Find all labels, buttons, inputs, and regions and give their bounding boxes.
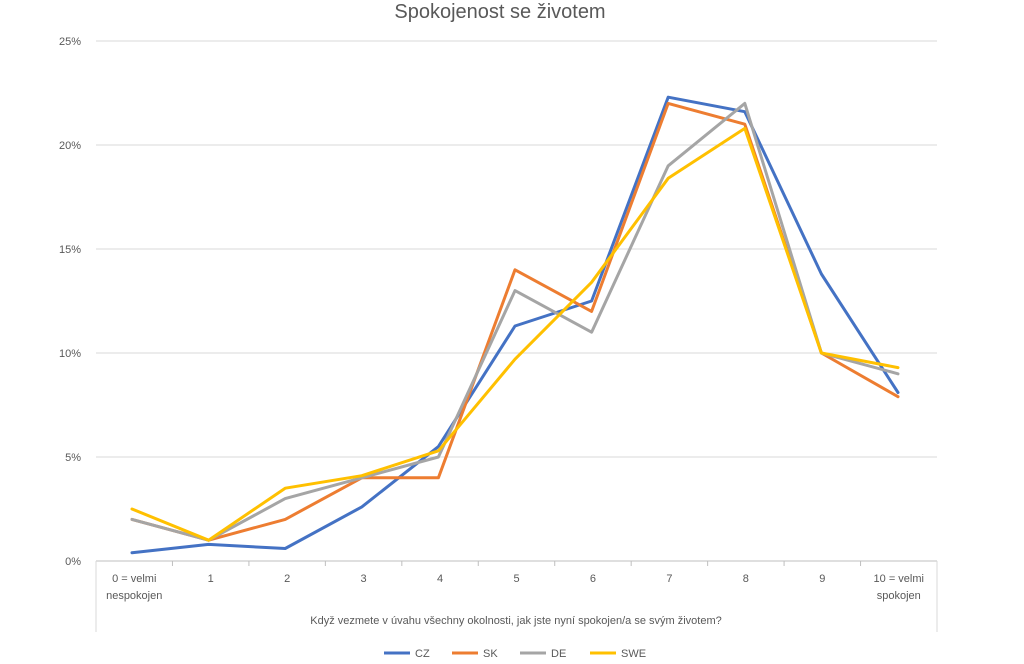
x-tick-label: 3 (361, 573, 367, 585)
y-axis-ticks: 0% 5% 10% 15% 20% 25% (59, 36, 81, 568)
legend: CZ SK DE SWE (384, 648, 646, 660)
x-tick-label: 9 (819, 573, 825, 585)
legend-label-swe: SWE (621, 648, 646, 660)
x-tick-label: 8 (743, 573, 749, 585)
y-tick-label: 25% (59, 36, 81, 48)
y-tick-label: 20% (59, 140, 81, 152)
x-tick-label: 0 = velmi nespokojen (106, 573, 162, 602)
y-tick-label: 10% (59, 348, 81, 360)
y-tick-label: 5% (65, 452, 81, 464)
x-tick-label: 6 (590, 573, 596, 585)
x-axis-ticks: 0 = velmi nespokojen 1 2 3 4 5 6 7 8 9 10 = velmi sp… (95, 561, 938, 632)
y-tick-label: 15% (59, 244, 81, 256)
series-line-swe (130, 126, 900, 542)
x-tick-label: 10 = velmi spokojen (874, 573, 924, 602)
series-line-de (130, 101, 900, 542)
legend-label-sk: SK (483, 648, 498, 660)
gridlines (96, 40, 937, 562)
chart-title: Spokojenost se životem (394, 1, 605, 23)
x-tick-label: 5 (513, 573, 519, 585)
x-tick-label: 4 (437, 573, 443, 585)
x-tick-label: 1 (208, 573, 214, 585)
legend-label-cz: CZ (415, 648, 430, 660)
y-tick-label: 0% (65, 556, 81, 568)
x-axis-title: Když vezmete v úvahu všechny okolnosti, … (310, 615, 721, 627)
x-tick-label: 7 (666, 573, 672, 585)
x-tick-label: 2 (284, 573, 290, 585)
series-lines (130, 95, 900, 555)
series-line-cz (130, 95, 900, 555)
legend-label-de: DE (551, 648, 566, 660)
